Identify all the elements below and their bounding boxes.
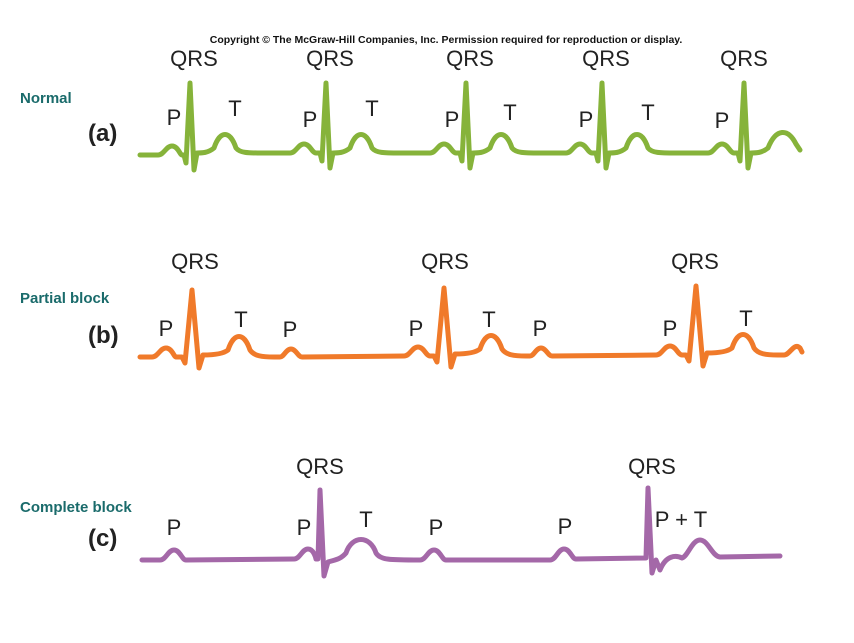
p-wave-label: P <box>663 316 678 341</box>
side-label-normal: Normal <box>20 90 72 107</box>
p-wave-label: P <box>297 515 312 540</box>
panel-partial-block: Partial block (b) QRS QRS QRS P P P P P T T T <box>20 249 805 371</box>
p-wave-label: P <box>303 107 318 132</box>
qrs-label: QRS <box>628 454 676 479</box>
qrs-label: QRS <box>296 454 344 479</box>
t-wave-label: T <box>503 100 516 125</box>
t-wave-label: T <box>482 307 495 332</box>
t-wave-label: T <box>234 307 247 332</box>
p-wave-label: P <box>715 108 730 133</box>
t-wave-label: T <box>641 100 654 125</box>
p-wave-label: P <box>409 316 424 341</box>
t-wave-label: T <box>739 306 752 331</box>
p-wave-label: P <box>533 316 548 341</box>
t-wave-label: T <box>365 96 378 121</box>
p-wave-label: P <box>159 316 174 341</box>
panel-id-a: (a) <box>88 120 117 147</box>
t-wave-label: T <box>359 507 372 532</box>
p-plus-t-label: P + T <box>655 507 707 532</box>
t-wave-label: T <box>228 96 241 121</box>
side-label-complete-block: Complete block <box>20 499 132 516</box>
panel-complete-block: Complete block (c) QRS QRS P P P P T P + T <box>20 454 783 579</box>
copyright-notice: Copyright © The McGraw-Hill Companies, I… <box>210 34 683 46</box>
p-wave-label: P <box>283 317 298 342</box>
p-wave-label: P <box>579 107 594 132</box>
qrs-label: QRS <box>446 46 494 71</box>
panel-id-b: (b) <box>88 322 119 349</box>
side-label-partial-block: Partial block <box>20 290 110 307</box>
p-wave-label: P <box>445 107 460 132</box>
panel-normal: Normal (a) QRS QRS QRS QRS QRS P P P P P T T T T <box>20 46 803 173</box>
qrs-label: QRS <box>170 46 218 71</box>
p-wave-label: P <box>167 105 182 130</box>
qrs-label: QRS <box>720 46 768 71</box>
ecg-trace-partial-block <box>137 283 805 371</box>
qrs-label: QRS <box>582 46 630 71</box>
qrs-label: QRS <box>306 46 354 71</box>
qrs-label: QRS <box>171 249 219 274</box>
ecg-trace-normal <box>137 80 803 173</box>
p-wave-label: P <box>429 515 444 540</box>
ecg-trace-complete-block <box>139 485 783 579</box>
p-wave-label: P <box>558 514 573 539</box>
qrs-label: QRS <box>671 249 719 274</box>
p-wave-label: P <box>167 515 182 540</box>
panel-id-c: (c) <box>88 525 117 552</box>
qrs-label: QRS <box>421 249 469 274</box>
